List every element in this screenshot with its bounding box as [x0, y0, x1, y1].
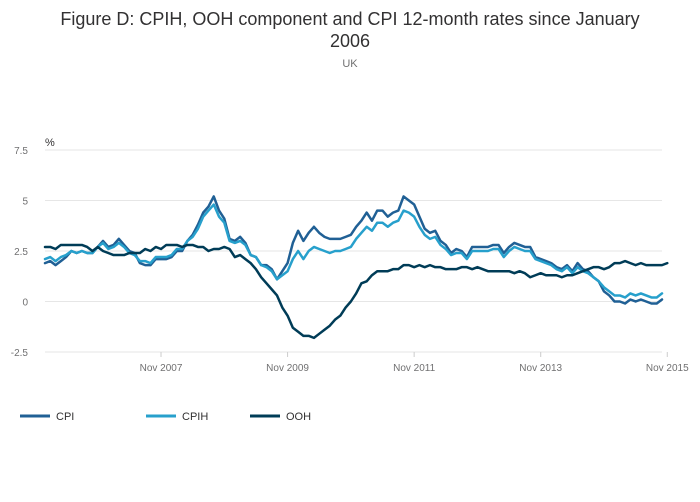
y-tick-label: 5	[22, 197, 28, 208]
x-axis: Nov 2007 Nov 2009 Nov 2011 Nov 2013 Nov 2015	[140, 352, 689, 374]
legend-item-cpih[interactable]: CPIH	[146, 411, 208, 423]
series-lines	[43, 195, 669, 340]
chart-title: Figure D: CPIH, OOH component and CPI 12…	[0, 8, 700, 52]
chart-title-line-1: Figure D: CPIH, OOH component and CPI 12…	[60, 9, 640, 29]
chart-subtitle: UK	[342, 58, 358, 70]
x-tick-label: Nov 2013	[519, 363, 562, 374]
series-line-cpih[interactable]	[43, 203, 664, 299]
y-tick-label: 0	[22, 298, 28, 309]
gridlines	[45, 149, 662, 353]
y-axis-unit: %	[45, 137, 55, 149]
y-axis: 7.5 5 2.5 0 -2.5%	[11, 137, 55, 359]
series-line-ooh[interactable]	[43, 243, 669, 340]
x-tick-label: Nov 2011	[393, 363, 436, 374]
y-tick-label: -2.5	[11, 348, 29, 359]
series-line-cpi[interactable]	[43, 195, 664, 305]
legend-item-ooh[interactable]: OOH	[250, 411, 311, 423]
x-tick-label: Nov 2009	[266, 363, 309, 374]
legend-label: OOH	[286, 411, 311, 423]
y-tick-label: 2.5	[14, 247, 28, 258]
legend: CPI CPIH OOH	[20, 411, 311, 423]
legend-item-cpi[interactable]: CPI	[20, 411, 74, 423]
legend-label: CPIH	[182, 411, 208, 423]
chart-title-line-2: 2006	[329, 31, 371, 51]
y-tick-label: 7.5	[14, 146, 28, 157]
x-tick-label: Nov 2015	[646, 363, 689, 374]
legend-label: CPI	[56, 411, 74, 423]
x-tick-label: Nov 2007	[140, 363, 183, 374]
